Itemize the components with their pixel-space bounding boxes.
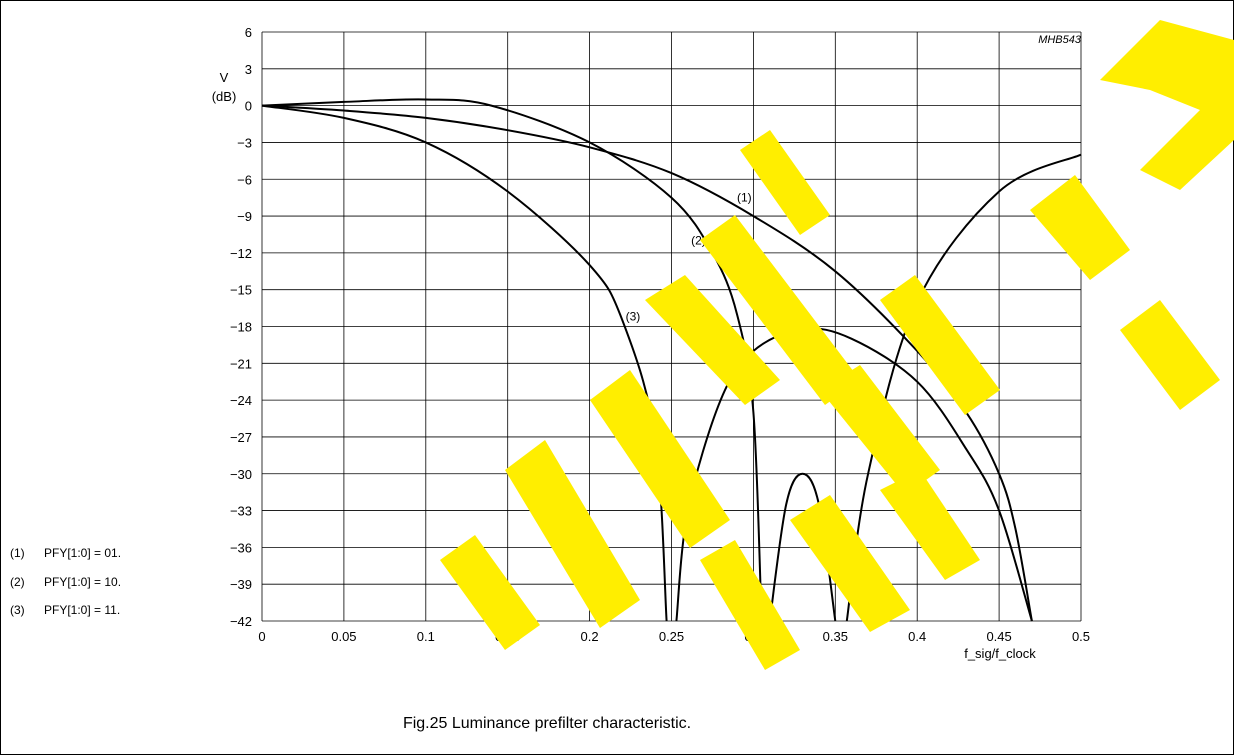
y-axis-label-line1: V: [220, 70, 229, 85]
y-tick-label: −3: [237, 135, 252, 150]
legend-text-3: PFY[1:0] = 11.: [44, 603, 120, 617]
y-tick-label: 3: [245, 62, 252, 77]
legend-marker-1: (1): [10, 546, 25, 560]
curve-label-2: (2): [691, 233, 706, 247]
figure-code: MHB543: [1038, 34, 1082, 46]
legend: (1) PFY[1:0] = 01. (2) PFY[1:0] = 10. (3…: [10, 546, 121, 617]
legend-text-1: PFY[1:0] = 01.: [44, 546, 121, 560]
legend-marker-3: (3): [10, 603, 25, 617]
x-tick-label: 0.1: [417, 629, 435, 644]
y-tick-labels: 6 3 0 −3 −6 −9 −12 −15 −18 −21 −24 −27 −30 −33 −36 −39 −…: [230, 25, 252, 629]
y-axis-label-line2: (dB): [212, 89, 237, 104]
figure-caption: Fig.25 Luminance prefilter characteristi…: [403, 715, 691, 732]
watermark-stroke-3: [645, 275, 780, 405]
watermark-stroke-1: [740, 130, 830, 235]
watermark-stroke-2: [700, 215, 860, 405]
watermark-stroke-11: [700, 540, 800, 670]
watermark-stroke-12: [1030, 175, 1130, 280]
y-tick-label: −6: [237, 172, 252, 187]
curve-labels: (1) (2) (3): [626, 190, 752, 323]
x-tick-label: 0.05: [331, 629, 356, 644]
y-tick-label: −24: [230, 393, 252, 408]
x-tick-label: 0.5: [1072, 629, 1090, 644]
watermark: [440, 20, 1234, 670]
x-axis-label: f_sig/f_clock: [964, 646, 1036, 661]
x-tick-label: 0.25: [659, 629, 684, 644]
y-tick-label: −27: [230, 430, 252, 445]
curve-label-3: (3): [626, 309, 641, 323]
y-tick-label: −30: [230, 467, 252, 482]
legend-marker-2: (2): [10, 575, 25, 589]
watermark-stroke-7: [880, 275, 1000, 415]
y-tick-label: −21: [230, 356, 252, 371]
y-tick-label: −33: [230, 504, 252, 519]
x-tick-label: 0.2: [581, 629, 599, 644]
curve-2-segment-1: [261, 98, 763, 622]
y-tick-label: 6: [245, 25, 252, 40]
x-tick-label: 0.4: [908, 629, 926, 644]
watermark-stroke-5: [505, 440, 640, 628]
y-tick-label: −9: [237, 209, 252, 224]
curve-1-segment-1: [261, 104, 1033, 622]
watermark-stroke-4: [590, 370, 730, 548]
y-tick-label: −12: [230, 246, 252, 261]
y-tick-label: −36: [230, 540, 252, 555]
watermark-stroke-8: [820, 365, 940, 495]
y-tick-label: −42: [230, 614, 252, 629]
watermark-stroke-10: [790, 495, 910, 632]
x-tick-label: 0.35: [823, 629, 848, 644]
y-tick-label: −39: [230, 577, 252, 592]
x-tick-label: 0: [258, 629, 265, 644]
y-tick-label: −15: [230, 283, 252, 298]
x-tick-labels: 00.050.10.150.20.250.30.350.40.450.5: [258, 629, 1090, 644]
watermark-stroke-6: [440, 535, 540, 650]
x-tick-label: 0.45: [986, 629, 1011, 644]
curve-label-1: (1): [737, 190, 752, 204]
watermark-stroke-13: [1100, 20, 1234, 190]
watermark-stroke-9: [880, 470, 980, 580]
y-tick-label: −18: [230, 320, 252, 335]
y-tick-label: 0: [245, 99, 252, 114]
watermark-stroke-14: [1120, 300, 1220, 410]
legend-text-2: PFY[1:0] = 10.: [44, 575, 121, 589]
